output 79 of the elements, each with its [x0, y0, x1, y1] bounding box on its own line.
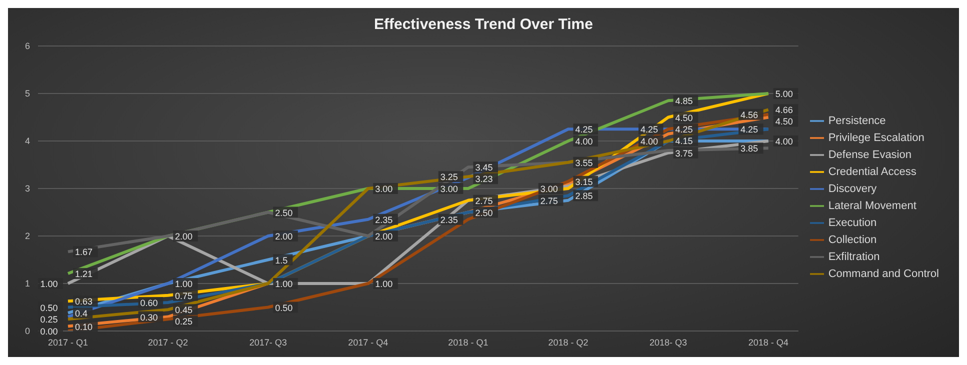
x-tick-label: 2017 - Q4 — [348, 337, 388, 348]
data-label: 2.00 — [375, 232, 393, 242]
data-label: 4.25 — [575, 124, 593, 135]
data-label: 3.85 — [740, 144, 758, 154]
data-label: 0.25 — [175, 316, 193, 327]
chart-title: Effectiveness Trend Over Time — [373, 15, 594, 35]
data-label: 0.4 — [75, 308, 88, 318]
data-label: 3.15 — [575, 176, 593, 187]
data-label: 4.15 — [675, 136, 693, 146]
data-label: 2.85 — [575, 191, 593, 202]
legend-label: Collection — [828, 234, 877, 246]
data-label: 3.25 — [440, 172, 458, 182]
legend-label: Persistence — [828, 114, 886, 126]
data-label: 1.67 — [75, 247, 93, 258]
data-label: 2.35 — [440, 214, 458, 225]
data-label: 4.00 — [775, 136, 793, 146]
x-tick-label: 2017 - Q1 — [48, 337, 88, 348]
data-label: 3.45 — [475, 162, 493, 173]
data-label: 0.50 — [275, 302, 293, 313]
data-label: 1.5 — [275, 255, 288, 266]
data-label: 2.00 — [175, 232, 193, 242]
data-label: 2.00 — [275, 232, 293, 242]
data-label: 3.00 — [540, 184, 558, 194]
data-label: 3.00 — [375, 184, 393, 194]
legend-label: Exfiltration — [828, 250, 880, 262]
data-label: 2.75 — [475, 196, 493, 206]
y-tick-label: 3 — [24, 184, 30, 194]
data-label: 4.25 — [675, 124, 693, 135]
data-label: 5.00 — [775, 89, 793, 99]
data-label: 1.21 — [75, 269, 93, 280]
data-label: 1.00 — [275, 279, 293, 289]
data-label: 2.35 — [375, 214, 393, 225]
data-label: 1.00 — [175, 279, 193, 289]
y-tick-label: 6 — [24, 41, 30, 52]
data-label: 4.56 — [740, 110, 758, 120]
legend-label: Credential Access — [828, 166, 916, 178]
x-tick-label: 2018 - Q2 — [548, 337, 588, 348]
data-label: 0.50 — [40, 302, 58, 313]
legend-label: Privilege Escalation — [828, 132, 924, 144]
legend-label: Command and Control — [828, 268, 939, 280]
data-label: 0.10 — [75, 322, 93, 332]
data-label: 4.25 — [640, 124, 658, 135]
y-tick-label: 0 — [24, 326, 30, 336]
data-label: 4.50 — [675, 112, 693, 123]
data-label: 1.00 — [40, 279, 58, 289]
y-tick-label: 2 — [24, 231, 30, 242]
data-label: 0.60 — [140, 298, 158, 308]
x-tick-label: 2017 - Q2 — [148, 337, 188, 348]
data-label: 0.45 — [175, 305, 193, 316]
data-label: 0.30 — [140, 312, 158, 322]
y-tick-label: 5 — [24, 88, 30, 99]
data-label: 4.85 — [675, 96, 693, 106]
data-label: 4.00 — [575, 136, 593, 146]
x-tick-label: 2018 - Q1 — [448, 337, 488, 348]
data-label: 3.55 — [575, 158, 593, 168]
legend-label: Discovery — [828, 182, 877, 194]
data-label: 4.50 — [775, 116, 793, 127]
legend-label: Defense Evasion — [828, 148, 912, 160]
x-tick-label: 2017- Q3 — [249, 337, 287, 348]
legend-label: Execution — [828, 216, 877, 228]
data-label: 3.00 — [440, 184, 458, 194]
data-label: 3.23 — [475, 174, 493, 184]
data-label: 4.66 — [775, 105, 793, 116]
data-label: 4.25 — [740, 124, 758, 135]
data-label: 3.75 — [675, 148, 693, 158]
data-label: 2.50 — [275, 208, 293, 218]
y-tick-label: 1 — [24, 278, 30, 289]
data-label: 0.00 — [40, 326, 58, 336]
data-label: 0.63 — [75, 296, 93, 307]
data-label: 4.00 — [640, 136, 658, 146]
data-label: 1.00 — [375, 279, 393, 289]
y-tick-label: 4 — [24, 136, 30, 146]
x-tick-label: 2018- Q3 — [650, 337, 688, 348]
legend-label: Lateral Movement — [828, 200, 916, 212]
data-label: 2.50 — [475, 208, 493, 218]
data-label: 0.75 — [175, 290, 193, 301]
x-tick-label: 2018 - Q4 — [748, 337, 788, 348]
data-label: 0.25 — [40, 314, 58, 325]
data-label: 2.75 — [540, 196, 558, 206]
